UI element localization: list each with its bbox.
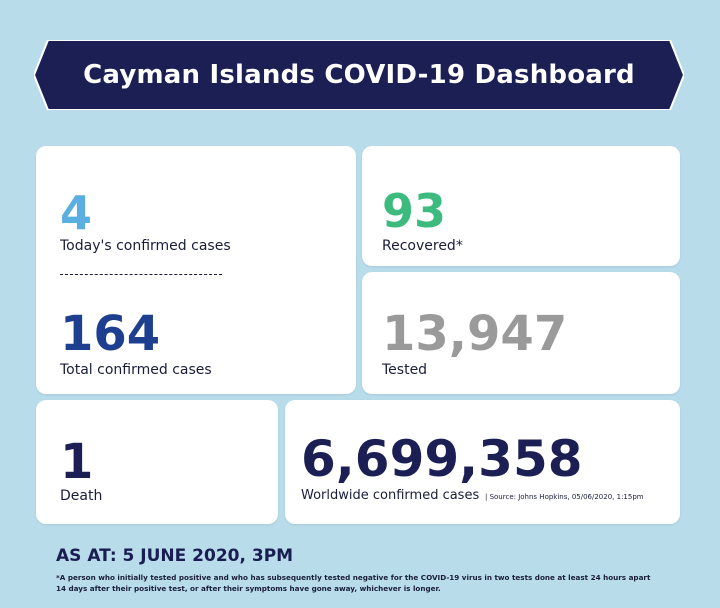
banner-shape xyxy=(34,40,684,110)
dashboard-title: Cayman Islands COVID-19 Dashboard xyxy=(83,60,635,90)
todays-cases-value: 4 xyxy=(60,186,93,240)
tested-card: 13,947 Tested xyxy=(362,272,680,394)
recovered-value: 93 xyxy=(382,184,447,238)
tested-label: Tested xyxy=(382,362,428,378)
recovered-card: 93 Recovered* xyxy=(362,146,680,266)
title-banner: Cayman Islands COVID-19 Dashboard xyxy=(34,40,684,110)
divider xyxy=(60,274,222,275)
recovered-footnote: *A person who initially tested positive … xyxy=(56,573,651,593)
worldwide-source: | Source: Johns Hopkins, 05/06/2020, 1:1… xyxy=(485,493,644,501)
total-cases-label: Total confirmed cases xyxy=(60,362,212,378)
recovered-label: Recovered* xyxy=(382,238,463,254)
worldwide-label: Worldwide confirmed cases xyxy=(301,488,480,503)
worldwide-card: 6,699,358 Worldwide confirmed cases | So… xyxy=(285,400,680,524)
death-label: Death xyxy=(60,488,103,504)
death-value: 1 xyxy=(60,434,94,490)
confirmed-cases-card: 4 Today's confirmed cases 164 Total conf… xyxy=(36,146,356,394)
tested-value: 13,947 xyxy=(382,306,568,362)
death-card: 1 Death xyxy=(36,400,278,524)
as-at-date: AS AT: 5 JUNE 2020, 3PM xyxy=(56,546,294,566)
todays-cases-label: Today's confirmed cases xyxy=(60,238,231,254)
worldwide-value: 6,699,358 xyxy=(301,430,583,488)
total-cases-value: 164 xyxy=(60,306,161,362)
